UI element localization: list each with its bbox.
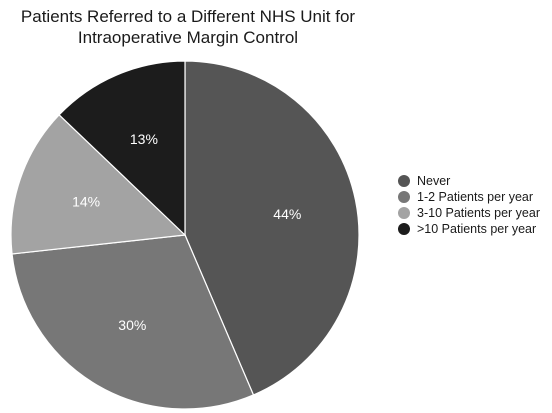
- legend-swatch-3-10-per-year: [398, 207, 410, 219]
- legend-label-over-10-per-year: >10 Patients per year: [417, 222, 537, 236]
- legend-swatch-1-2-per-year: [398, 191, 410, 203]
- legend: Never 1-2 Patients per year 3-10 Patient…: [398, 173, 540, 237]
- legend-swatch-over-10-per-year: [398, 223, 410, 235]
- pie-labels: 44% 30% 14% 13%: [72, 131, 301, 333]
- pie-label-1-2-per-year: 30%: [118, 317, 146, 333]
- legend-item-3-10-per-year: 3-10 Patients per year: [398, 205, 540, 221]
- pie-slices: [10, 60, 360, 410]
- legend-label-1-2-per-year: 1-2 Patients per year: [417, 190, 534, 204]
- pie-slice-never: [184, 60, 360, 396]
- pie-slice-over-10-per-year: [58, 60, 186, 237]
- chart-title: Patients Referred to a Different NHS Uni…: [0, 6, 376, 48]
- legend-swatch-never: [398, 175, 410, 187]
- pie-label-3-10-per-year: 14%: [72, 194, 100, 210]
- pie-slice-3-10-per-year: [10, 114, 187, 255]
- chart-title-line-1: Patients Referred to a Different NHS Uni…: [20, 7, 356, 26]
- legend-item-never: Never: [398, 173, 540, 189]
- pie-label-never: 44%: [273, 206, 301, 222]
- legend-item-1-2-per-year: 1-2 Patients per year: [398, 189, 540, 205]
- pie-slice-1-2-per-year: [11, 234, 255, 410]
- legend-label-3-10-per-year: 3-10 Patients per year: [417, 206, 540, 220]
- legend-label-never: Never: [417, 174, 451, 188]
- legend-item-over-10-per-year: >10 Patients per year: [398, 221, 540, 237]
- pie-label-over-10-per-year: 13%: [130, 131, 158, 147]
- chart-title-line-2: Intraoperative Margin Control: [77, 28, 299, 47]
